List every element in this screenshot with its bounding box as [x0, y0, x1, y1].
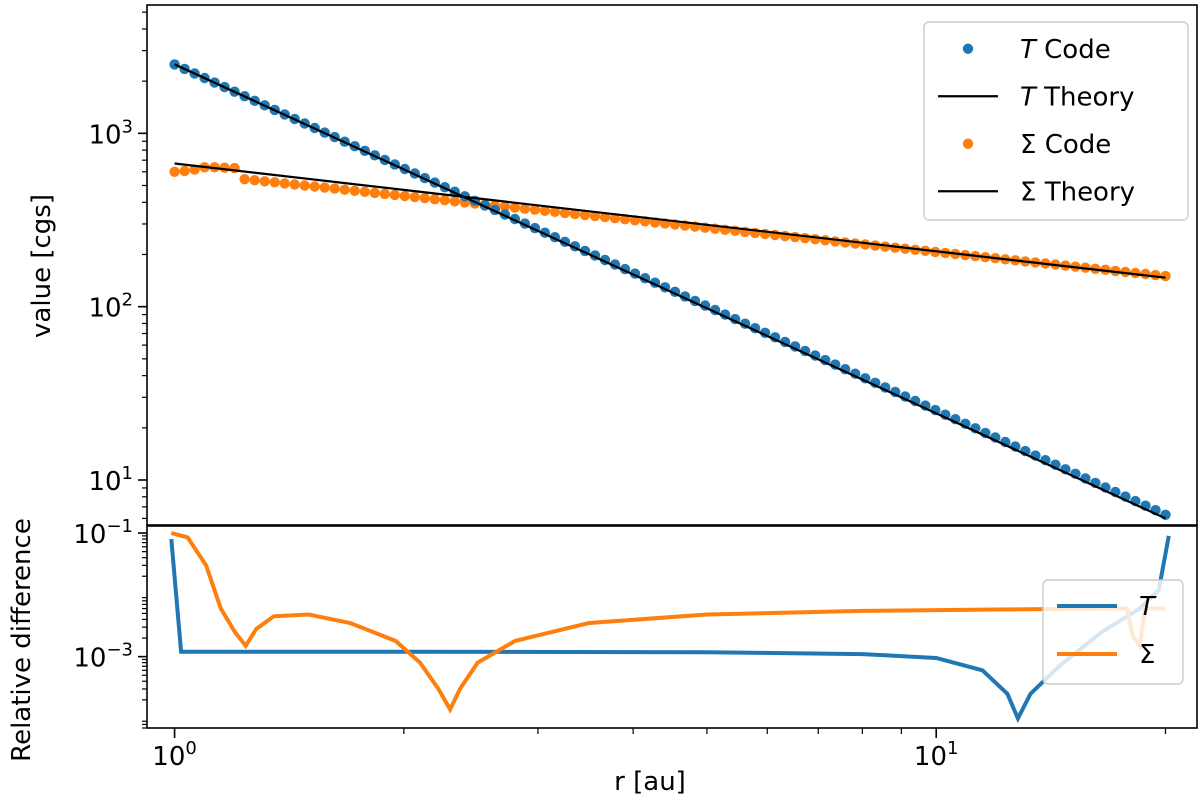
y-tick-label: 10−3 [73, 640, 133, 674]
sigma-theory-line [174, 162, 1166, 279]
legend-label: Σ [1139, 640, 1155, 670]
x-tick-label: 100 [152, 738, 197, 772]
data-point [399, 190, 410, 202]
bottom-y-axis-label: Relative difference [7, 518, 37, 762]
data-point [810, 234, 821, 245]
data-point [509, 202, 521, 213]
data-point [249, 175, 260, 186]
data-point [830, 236, 841, 247]
data-point [589, 210, 601, 222]
legend-frame [923, 21, 1189, 221]
y-tick-label: 101 [88, 463, 133, 497]
data-point [820, 235, 831, 246]
data-point [850, 238, 861, 249]
bottom-axes-frame [146, 525, 1198, 729]
data-point [379, 188, 390, 200]
data-point [890, 242, 901, 253]
y-tick-label: 103 [88, 116, 133, 150]
data-point [789, 231, 801, 243]
legend-label: T Code [1020, 35, 1111, 65]
y-tick-label: 10−1 [73, 516, 133, 550]
data-point [840, 237, 851, 248]
legend-marker [962, 43, 974, 54]
data-point [799, 233, 811, 244]
t-theory-line [174, 63, 1166, 520]
data-point [299, 180, 310, 191]
legend-label: T [1139, 592, 1157, 622]
top-legend[interactable]: T Code T Theory Σ Code Σ Theory [923, 21, 1189, 221]
data-point [1160, 270, 1171, 282]
data-point [449, 196, 460, 207]
data-point [349, 185, 360, 196]
top-y-ticks: 101 102 103 [88, 11, 147, 520]
top-y-axis-label: value [cgs] [27, 194, 57, 338]
data-point [579, 209, 591, 221]
bottom-series-group [169, 531, 1171, 724]
data-point [169, 166, 180, 177]
bottom-y-ticks: 10−3 10−1 [73, 516, 147, 729]
data-point [179, 165, 190, 177]
data-point [429, 194, 440, 205]
data-point [359, 186, 370, 197]
bottom-panel: 10−3 10−1 100 101 Relative difference r [a… [7, 516, 1198, 797]
legend-entry-t-theory[interactable]: T Theory [938, 82, 1135, 112]
y-tick-label: 102 [88, 290, 133, 324]
legend-label: T Theory [1020, 82, 1135, 112]
data-point [549, 206, 561, 217]
legend-entry-sigma[interactable]: Σ [1057, 640, 1155, 670]
rel-diff-sigma-line [170, 531, 1166, 714]
top-series-group [169, 59, 1171, 520]
data-point [289, 179, 300, 190]
data-point [569, 208, 581, 220]
data-point [1160, 509, 1171, 520]
bottom-x-ticks: 100 101 [152, 728, 1167, 772]
legend-label: Σ Theory [1020, 177, 1135, 207]
legend-entry-sigma-code[interactable]: Σ Code [962, 130, 1111, 160]
legend-entry-sigma-theory[interactable]: Σ Theory [938, 177, 1135, 207]
data-point [239, 174, 250, 185]
data-point [499, 201, 511, 212]
data-point [1120, 266, 1131, 278]
legend-label: Σ Code [1020, 130, 1111, 160]
data-point [279, 178, 290, 189]
data-point [409, 191, 420, 203]
data-point [529, 204, 541, 215]
top-panel: 101 102 103 value [cgs] T Code T Theory Σ Co… [27, 4, 1198, 526]
legend-frame [1042, 579, 1184, 685]
data-point [389, 189, 400, 201]
top-axes-frame [146, 4, 1198, 526]
data-point [219, 162, 230, 173]
data-point [259, 176, 270, 187]
data-point [539, 205, 551, 216]
data-point [339, 184, 350, 195]
data-point [559, 207, 571, 219]
legend-marker [962, 138, 974, 149]
x-axis-label: r [au] [614, 767, 686, 797]
data-point [369, 187, 380, 199]
rel-diff-t-line [169, 535, 1171, 724]
x-tick-label: 101 [914, 738, 959, 772]
data-point [319, 182, 330, 193]
data-point [309, 181, 320, 192]
data-point [329, 183, 340, 194]
data-point [439, 195, 450, 206]
data-point [519, 203, 531, 214]
bottom-legend[interactable]: TΣ [1042, 579, 1184, 685]
legend-entry-t[interactable]: T [1057, 592, 1157, 622]
legend-entry-t-code[interactable]: T Code [962, 35, 1111, 65]
data-point [269, 177, 280, 188]
data-point [419, 192, 430, 204]
